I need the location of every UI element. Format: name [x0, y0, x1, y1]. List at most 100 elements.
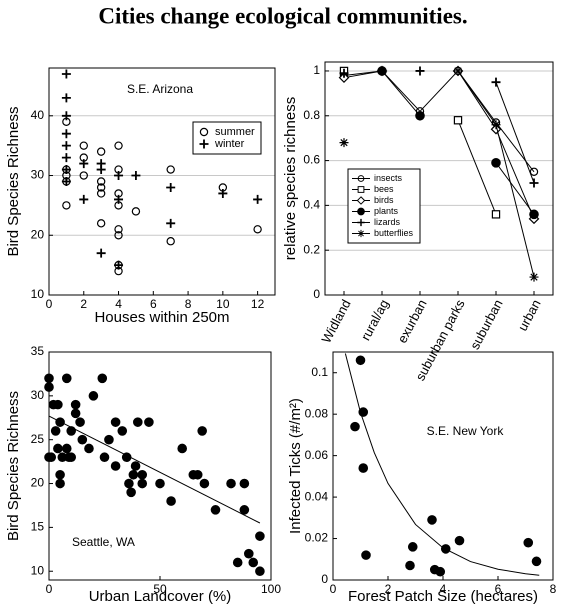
marker [491, 120, 501, 130]
marker [199, 127, 209, 137]
marker [239, 505, 250, 515]
marker [117, 426, 128, 436]
y-axis-label: relative species richness [282, 97, 299, 260]
marker [440, 544, 451, 554]
marker [454, 535, 465, 546]
marker [79, 141, 88, 150]
marker [491, 210, 501, 219]
x-axis-label: Urban Landcover (%) [89, 588, 232, 605]
annotation: S.E. New York [427, 424, 505, 438]
marker [55, 417, 65, 427]
panel: 0 0.2 0.4 0.6 0.8 1 Widland rural/ag exurban subu… [282, 61, 554, 383]
x-tick-label: urban [515, 297, 544, 333]
x-tick-label: 8 [550, 582, 557, 596]
marker [61, 177, 71, 186]
marker [357, 207, 365, 216]
legend-label: butterflies [374, 228, 414, 238]
y-tick-label: 15 [31, 520, 45, 534]
marker [110, 461, 121, 471]
y-tick-label: 0.06 [305, 448, 329, 462]
annotation: S.E. Arizona [127, 82, 193, 96]
legend-label: insects [374, 173, 403, 183]
marker [70, 399, 81, 410]
y-tick-label: 20 [31, 227, 45, 241]
y-tick-label: 0.4 [303, 198, 320, 212]
marker [357, 229, 365, 238]
y-tick-label: 20 [31, 476, 45, 490]
x-tick-label: 4 [115, 297, 122, 311]
x-tick-label: 2 [80, 297, 87, 311]
marker [415, 66, 425, 76]
marker [144, 417, 154, 427]
marker [53, 443, 63, 454]
marker [356, 196, 366, 205]
marker [124, 478, 134, 489]
marker [96, 177, 106, 186]
marker [407, 542, 418, 552]
marker [355, 355, 366, 366]
marker [61, 443, 72, 454]
marker [339, 68, 349, 78]
marker [114, 231, 123, 240]
marker [155, 478, 165, 489]
marker [114, 260, 124, 270]
marker [46, 452, 57, 463]
marker [99, 452, 110, 463]
legend-label: birds [374, 195, 394, 205]
series-line [495, 81, 535, 184]
x-tick-label: 6 [150, 297, 157, 311]
marker [53, 399, 63, 410]
marker [79, 194, 89, 204]
x-tick-label: 0 [330, 582, 337, 596]
x-tick-label: 6 [495, 582, 502, 596]
y-axis-label: Bird Species Richness [5, 106, 22, 256]
marker [255, 531, 265, 541]
marker [55, 469, 65, 480]
marker [529, 167, 539, 176]
marker [126, 487, 136, 498]
marker [70, 408, 81, 419]
marker [66, 426, 76, 436]
marker [192, 469, 203, 480]
marker [377, 66, 387, 76]
plot-frame [48, 67, 276, 296]
marker [84, 443, 94, 454]
x-tick-label: 4 [440, 582, 447, 596]
marker [96, 183, 106, 192]
marker [523, 537, 534, 548]
marker [62, 201, 71, 210]
marker [61, 69, 71, 79]
marker [218, 188, 228, 198]
series-line [457, 120, 497, 215]
marker [177, 443, 187, 454]
plot-frame [324, 61, 554, 296]
x-axis-label: Houses within 250m [94, 309, 229, 326]
y-tick-label: 0.8 [303, 108, 320, 122]
x-tick-label: suburban [467, 297, 506, 352]
marker [96, 147, 106, 156]
y-tick-label: 25 [31, 432, 45, 446]
marker [128, 469, 139, 480]
panel: 10 15 20 25 30 35 0 50 100 Urban Landcover (%) Bir… [5, 344, 281, 605]
series-line [457, 70, 535, 278]
figure-title: Cities change ecological communities. [98, 3, 467, 28]
x-tick-label: 10 [216, 297, 230, 311]
marker [357, 175, 365, 182]
marker [50, 426, 61, 436]
marker [61, 153, 71, 163]
plot-frame [332, 351, 554, 581]
marker [531, 556, 542, 567]
marker [453, 116, 463, 125]
marker [96, 165, 106, 175]
plot-frame [48, 351, 272, 581]
y-tick-label: 30 [31, 168, 45, 182]
marker [77, 434, 88, 445]
marker [166, 496, 176, 506]
panel: 0 0.02 0.04 0.06 0.08 0.1 0 2 4 6 8 Forest Patch Si… [287, 351, 557, 605]
series-line [343, 70, 535, 173]
y-tick-label: 0.2 [303, 242, 320, 256]
marker [88, 391, 99, 401]
legend-box [192, 121, 262, 155]
marker [226, 478, 236, 489]
x-tick-label: 100 [261, 582, 281, 596]
